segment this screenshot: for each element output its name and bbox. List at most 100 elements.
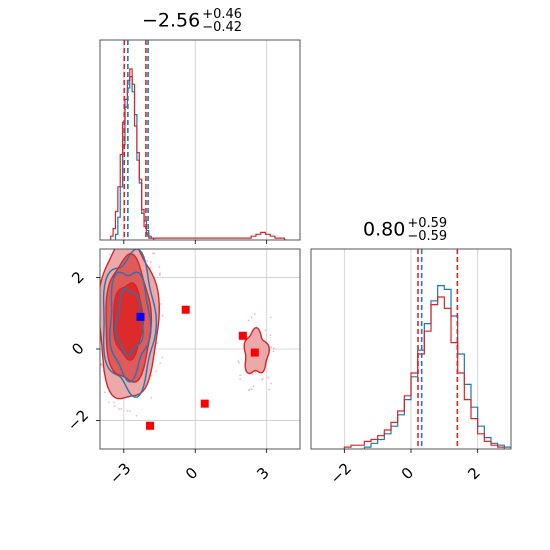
hist-top-left-series-0 (114, 76, 156, 240)
title-bottom-right-minus: −0.59 (407, 229, 448, 244)
scatter-bottom-left-sample-point (118, 408, 120, 410)
scatter-bottom-left-sample-point (92, 348, 94, 350)
scatter-bottom-left-sample-point (132, 225, 134, 227)
scatter-bottom-left-sample-point (237, 361, 240, 364)
title-top-left-value: −2.56 (142, 9, 201, 32)
scatter-bottom-left-sample-point (108, 236, 110, 238)
scatter-bottom-left-sample-point (250, 316, 253, 319)
scatter-bottom-left-sample-point (237, 360, 240, 363)
scatter-bottom-left-sample-point (121, 235, 123, 237)
scatter-bottom-left-sample-point (267, 376, 270, 379)
scatter-bottom-left-sample-point (155, 370, 158, 373)
scatter-bottom-left-sample-point (103, 391, 106, 394)
scatter-bottom-left-red-marker (250, 348, 259, 357)
scatter-bottom-left-x-tick-label: 0 (182, 464, 201, 483)
scatter-bottom-left-red-marker (238, 331, 247, 340)
scatter-bottom-left-contour-line-blue (109, 271, 152, 383)
scatter-bottom-left-sample-point (151, 252, 154, 255)
scatter-bottom-left-sample-point (150, 374, 153, 377)
scatter-bottom-left-sample-point (92, 344, 94, 346)
hist-bottom-right-tick-label: 2 (464, 464, 483, 483)
title-top-left-plus: +0.46 (202, 7, 243, 22)
scatter-bottom-left-sample-point (270, 346, 272, 349)
scatter-bottom-left-sample-point (161, 314, 164, 317)
scatter-bottom-left-sample-point (93, 318, 95, 320)
scatter-bottom-left-sample-point (126, 409, 129, 412)
scatter-bottom-left-red-marker (200, 399, 209, 408)
scatter-bottom-left-sample-point (108, 401, 110, 404)
scatter-bottom-left-sample-point (97, 289, 99, 291)
scatter-bottom-left-sample-point (273, 347, 275, 350)
scatter-bottom-left-sample-point (159, 272, 161, 275)
scatter-bottom-left-contour-line-blue (102, 249, 158, 398)
scatter-bottom-left-sample-point (109, 253, 111, 256)
scatter-bottom-left-sample-point (139, 245, 141, 247)
scatter-bottom-left-y-tick-label: 2 (68, 268, 87, 287)
scatter-bottom-left-sample-point (239, 374, 242, 377)
scatter-bottom-left-sample-point (251, 373, 254, 376)
scatter-bottom-left-sample-point (93, 293, 95, 295)
scatter-bottom-left-plot-area (92, 225, 300, 449)
scatter-bottom-left-sample-point (94, 292, 96, 294)
scatter-bottom-left-sample-point (269, 316, 272, 319)
scatter-bottom-left-sample-point (269, 334, 272, 337)
scatter-bottom-left-sample-point (270, 382, 273, 385)
scatter-bottom-left-y-tick-label: 0 (68, 339, 87, 358)
scatter-bottom-left-y-tick-label: −2 (64, 406, 92, 434)
scatter-bottom-left-sample-point (113, 401, 115, 404)
scatter-bottom-left-sample-point (159, 274, 161, 277)
scatter-bottom-left-sample-point (113, 405, 116, 407)
title-bottom-right-plus: +0.59 (407, 216, 448, 231)
scatter-bottom-left-sample-point (153, 252, 156, 255)
scatter-bottom-left-sample-point (254, 371, 257, 374)
scatter-bottom-left-sample-point (149, 261, 152, 263)
title-top-left: −2.56 +0.46 −0.42 (142, 8, 242, 34)
scatter-bottom-left-sample-point (161, 356, 164, 359)
hist-top-left-frame (99, 39, 301, 241)
scatter-bottom-left-sample-point (120, 227, 122, 229)
scatter-bottom-left-sample-point (261, 377, 264, 380)
scatter-bottom-left-red-marker (181, 305, 190, 314)
scatter-bottom-left-sample-point (264, 329, 267, 332)
scatter-bottom-left-sample-point (159, 362, 162, 365)
scatter-bottom-left-sample-point (93, 342, 95, 344)
scatter-bottom-left-x-tick-label: −3 (106, 459, 134, 487)
hist-top-left-plot-area (110, 40, 287, 240)
scatter-bottom-left-sample-point (272, 350, 275, 353)
scatter-bottom-left-sample-point (146, 260, 149, 263)
scatter-bottom-left-sample-point (239, 378, 242, 380)
scatter-bottom-left-sample-point (98, 351, 100, 353)
scatter-bottom-left-red-marker (146, 421, 154, 430)
scatter-bottom-left-sample-point (135, 414, 138, 417)
scatter-bottom-left-sample-point (150, 396, 153, 399)
title-bottom-right: 0.80 +0.59 −0.59 (363, 217, 447, 243)
hist-bottom-right-plot-area (343, 249, 511, 449)
hist-bottom-right-tick-label: 0 (398, 464, 417, 483)
scatter-bottom-left-sample-point (114, 246, 116, 248)
scatter-bottom-left-contour-line-red (105, 252, 153, 383)
hist-bottom-right-series-0 (363, 285, 511, 449)
scatter-bottom-left-sample-point (248, 388, 251, 391)
scatter-bottom-left-sample-point (98, 319, 100, 321)
scatter-bottom-left-sample-point (129, 410, 131, 412)
scatter-bottom-left-sample-point (98, 287, 100, 289)
scatter-bottom-left-sample-point (252, 385, 255, 387)
scatter-bottom-left-sample-point (95, 314, 97, 316)
scatter-bottom-left-sample-point (247, 319, 250, 322)
scatter-bottom-left-sample-point (120, 407, 123, 410)
title-bottom-right-value: 0.80 (363, 218, 406, 241)
hist-top-left-series-1 (110, 68, 287, 240)
scatter-bottom-left-sample-point (97, 294, 99, 296)
scatter-bottom-left-sample-point (125, 241, 127, 243)
scatter-bottom-left-contour-fill (113, 282, 144, 361)
scatter-bottom-left-sample-point (268, 388, 271, 391)
scatter-bottom-left-sample-point (253, 313, 256, 315)
scatter-bottom-left-sample-point (158, 266, 161, 268)
scatter-bottom-left-sample-point (159, 303, 162, 305)
hist-bottom-right-series-1 (343, 296, 505, 449)
scatter-bottom-left-contour-line-red (113, 282, 144, 361)
scatter-bottom-left-sample-point (92, 294, 94, 296)
hist-bottom-right-tick-label: −2 (327, 459, 355, 487)
scatter-bottom-left-x-tick-label: 3 (253, 464, 272, 483)
